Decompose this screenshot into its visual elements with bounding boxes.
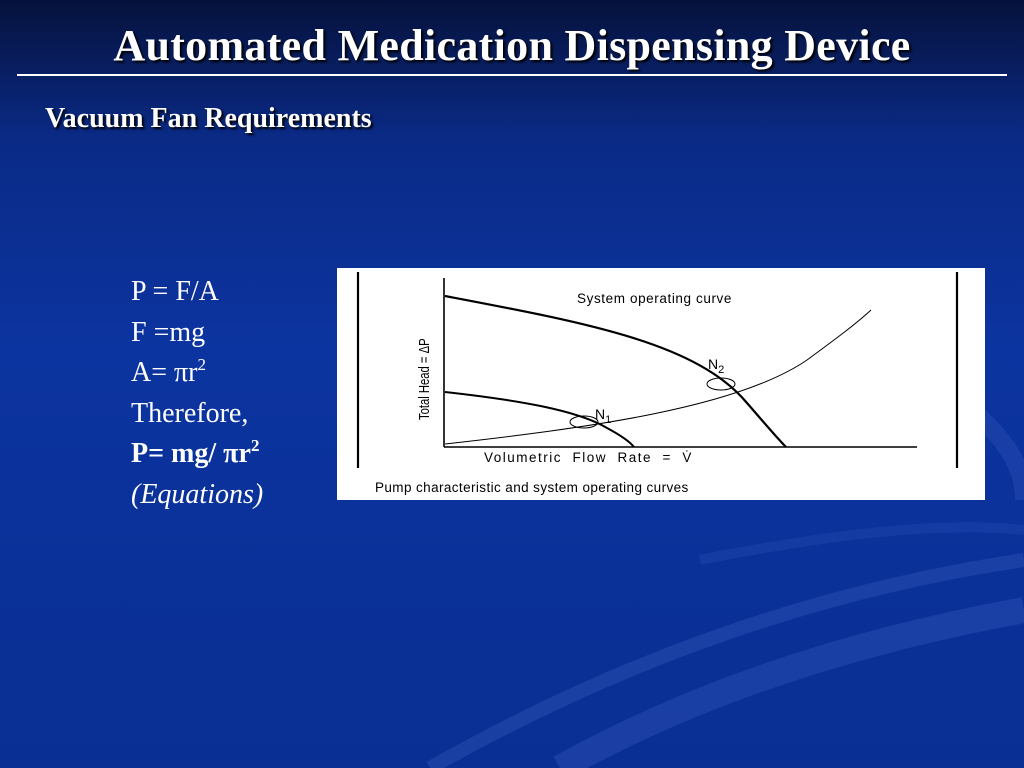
pump-curve-n1 (444, 391, 635, 448)
equation-result: P= mg/ πr2 (131, 434, 263, 475)
figure-caption: Pump characteristic and system operating… (375, 480, 689, 495)
pump-curve-figure: System operating curve Total Head = ΔP V… (337, 268, 985, 500)
operating-point-n2-marker (706, 377, 736, 391)
y-axis-label: Total Head = ΔP (415, 338, 432, 420)
operating-point-n2-letter: N (708, 356, 718, 372)
equation-result-base: P= mg/ πr (131, 438, 251, 469)
system-operating-curve (444, 309, 872, 445)
operating-point-n1-letter: N (595, 406, 605, 422)
slide-subtitle: Vacuum Fan Requirements (45, 103, 372, 134)
equations-list: P = F/A F =mg A= πr2 Therefore, P= mg/ π… (131, 272, 263, 515)
operating-point-n2-label: N2 (708, 356, 724, 376)
x-axis-label: Volumetric Flow Rate = V̇ (484, 450, 693, 465)
system-curve-label: System operating curve (577, 291, 732, 306)
slide-title: Automated Medication Dispensing Device (113, 21, 911, 70)
equation-therefore: Therefore, (131, 397, 249, 429)
equation-area-base: A= πr (131, 357, 198, 388)
operating-point-n2-subscript: 2 (718, 364, 724, 376)
title-divider (17, 74, 1007, 76)
operating-point-n1-subscript: 1 (605, 414, 611, 426)
equations-caption: (Equations) (131, 478, 264, 510)
pump-curve-n2 (444, 294, 787, 448)
equation-pressure: P = F/A (131, 276, 219, 307)
equation-force: F =mg (131, 316, 206, 348)
pump-curve-diagram: System operating curve Total Head = ΔP V… (356, 272, 959, 495)
equation-result-exponent: 2 (250, 436, 260, 455)
operating-point-n1-marker (569, 415, 599, 429)
equation-area-exponent: 2 (197, 355, 206, 374)
operating-point-n1-label: N1 (595, 406, 611, 426)
equation-area: A= πr2 (131, 353, 263, 394)
